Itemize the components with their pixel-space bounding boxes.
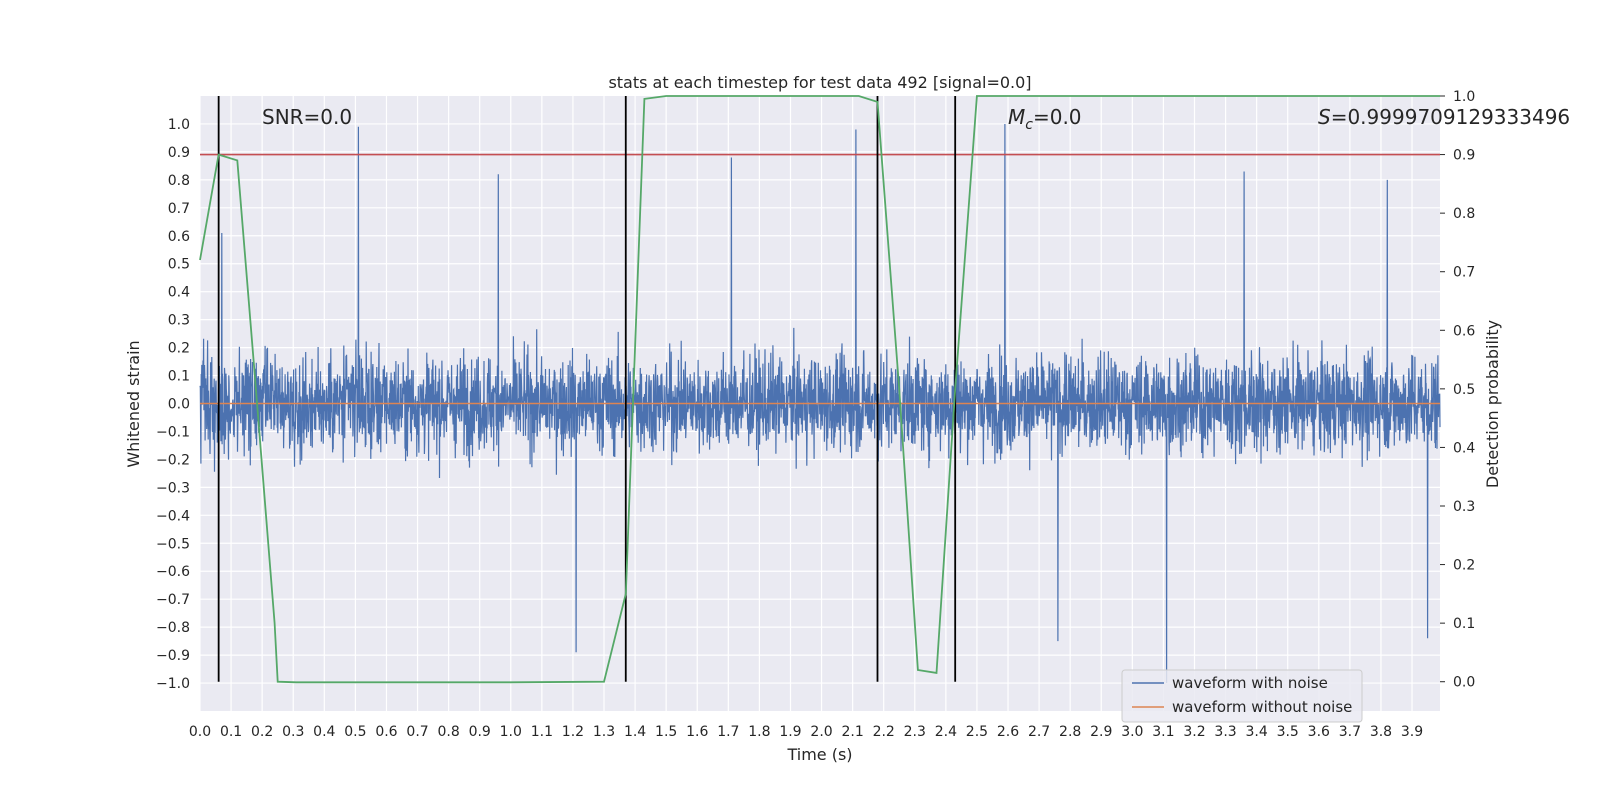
x-tick-label: 3.1	[1152, 724, 1174, 740]
mc-symbol: M	[1008, 105, 1025, 129]
x-tick-label: 2.3	[904, 724, 926, 740]
x-tick-label: 2.4	[935, 724, 957, 740]
probability-line	[199, 95, 1440, 684]
y-tick-label: 0.1	[168, 369, 190, 385]
y2-tick-label: 0.6	[1453, 323, 1475, 339]
x-tick-label: 0.8	[437, 724, 459, 740]
y2-tick-label: 0.4	[1453, 440, 1475, 456]
y2-tick-label: 0.3	[1453, 499, 1475, 515]
y-tick-label: 0.3	[168, 313, 190, 329]
y2-tick-label: 0.7	[1453, 265, 1475, 281]
y-tick-label: 0.5	[168, 257, 190, 273]
x-tick-label: 1.0	[500, 724, 522, 740]
y-tick-label: −0.1	[156, 424, 190, 440]
x-tick-label: 0.7	[406, 724, 428, 740]
x-tick-label: 3.9	[1401, 724, 1423, 740]
x-tick-label: 1.5	[655, 724, 677, 740]
x-tick-label: 1.8	[748, 724, 770, 740]
y-tick-label: −0.6	[156, 564, 190, 580]
x-tick-label: 3.7	[1339, 724, 1361, 740]
y-tick-label: −1.0	[156, 676, 190, 692]
y-tick-label: −0.4	[156, 508, 190, 524]
y-tick-label: 0.4	[168, 285, 190, 301]
x-tick-label: 0.2	[251, 724, 273, 740]
y2-tick-label: 0.1	[1453, 616, 1475, 632]
noise-series	[199, 123, 1441, 684]
y-tick-label: 0.8	[168, 173, 190, 189]
s-symbol: S	[1318, 105, 1331, 129]
x-tick-label: 2.7	[1028, 724, 1050, 740]
x-tick-label: 3.3	[1214, 724, 1236, 740]
x-tick-label: 2.1	[841, 724, 863, 740]
legend-label-noise: waveform with noise	[1172, 674, 1328, 692]
x-tick-label: 0.3	[282, 724, 304, 740]
y-axis-label: Whitened strain	[124, 340, 143, 467]
x-tick-label: 2.0	[810, 724, 832, 740]
snr-annotation: SNR=0.0	[262, 105, 352, 129]
legend-label-clean: waveform without noise	[1172, 698, 1352, 716]
y-tick-label: 0.9	[168, 145, 190, 161]
y2-axis-label: Detection probability	[1483, 320, 1502, 488]
y2-tick-label: 0.2	[1453, 558, 1475, 574]
y2-ticks: 1.0 0.9 0.8 0.7 0.6 0.5 0.4 0.3 0.2 0.1 0.0	[1440, 89, 1475, 691]
x-tick-label: 2.9	[1090, 724, 1112, 740]
x-tick-label: 0.4	[313, 724, 335, 740]
mc-subscript: c	[1025, 117, 1033, 133]
x-tick-label: 3.6	[1308, 724, 1330, 740]
chart-title: stats at each timestep for test data 492…	[608, 73, 1031, 92]
x-tick-label: 2.5	[966, 724, 988, 740]
x-tick-label: 3.8	[1370, 724, 1392, 740]
x-tick-label: 1.2	[562, 724, 584, 740]
x-tick-label: 2.2	[873, 724, 895, 740]
y-tick-label: 0.7	[168, 201, 190, 217]
y2-tick-label: 0.8	[1453, 206, 1475, 222]
x-tick-label: 2.8	[1059, 724, 1081, 740]
x-tick-label: 0.0	[189, 724, 211, 740]
x-tick-label: 1.7	[717, 724, 739, 740]
mc-value: =0.0	[1033, 105, 1082, 129]
x-tick-label: 2.6	[997, 724, 1019, 740]
x-tick-label: 0.5	[344, 724, 366, 740]
x-tick-label: 3.5	[1277, 724, 1299, 740]
y2-tick-label: 1.0	[1453, 89, 1475, 105]
y2-tick-label: 0.0	[1453, 675, 1475, 691]
x-tick-label: 3.2	[1183, 724, 1205, 740]
y-tick-label: −0.8	[156, 620, 190, 636]
y-tick-label: −0.7	[156, 592, 190, 608]
mc-annotation: Mc=0.0	[1008, 105, 1082, 133]
s-value: =0.9999709129333496	[1331, 105, 1570, 129]
y-ticks: 1.0 0.9 0.8 0.7 0.6 0.5 0.4 0.3 0.2 0.1 0.0 −0.1 −0.…	[156, 117, 190, 692]
x-axis-label: Time (s)	[786, 745, 852, 764]
x-tick-label: 0.6	[375, 724, 397, 740]
noise-waveform-line	[199, 123, 1441, 684]
x-tick-label: 1.4	[624, 724, 646, 740]
x-tick-label: 1.9	[779, 724, 801, 740]
x-tick-label: 0.1	[220, 724, 242, 740]
y-tick-label: −0.3	[156, 480, 190, 496]
legend-box	[1121, 669, 1363, 723]
y-tick-label: 1.0	[168, 117, 190, 133]
y-tick-label: −0.9	[156, 648, 190, 664]
y-tick-label: −0.2	[156, 452, 190, 468]
y2-tick-label: 0.5	[1453, 382, 1475, 398]
y2-tick-label: 0.9	[1453, 148, 1475, 164]
y-tick-label: 0.0	[168, 397, 190, 413]
x-tick-label: 1.1	[531, 724, 553, 740]
x-ticks: 0.0 0.1 0.2 0.3 0.4 0.5 0.6 0.7 0.8 0.9 1.0 1.1 1.2 1…	[189, 724, 1423, 740]
probability-series	[199, 95, 1440, 684]
y-tick-label: 0.6	[168, 229, 190, 245]
y-tick-label: 0.2	[168, 341, 190, 357]
legend: waveform with noise waveform without noi…	[1121, 669, 1363, 723]
x-tick-label: 1.3	[593, 724, 615, 740]
x-tick-label: 1.6	[686, 724, 708, 740]
x-tick-label: 0.9	[469, 724, 491, 740]
s-annotation: S=0.9999709129333496	[1318, 105, 1570, 129]
x-tick-label: 3.0	[1121, 724, 1143, 740]
x-tick-label: 3.4	[1246, 724, 1268, 740]
y-tick-label: −0.5	[156, 536, 190, 552]
